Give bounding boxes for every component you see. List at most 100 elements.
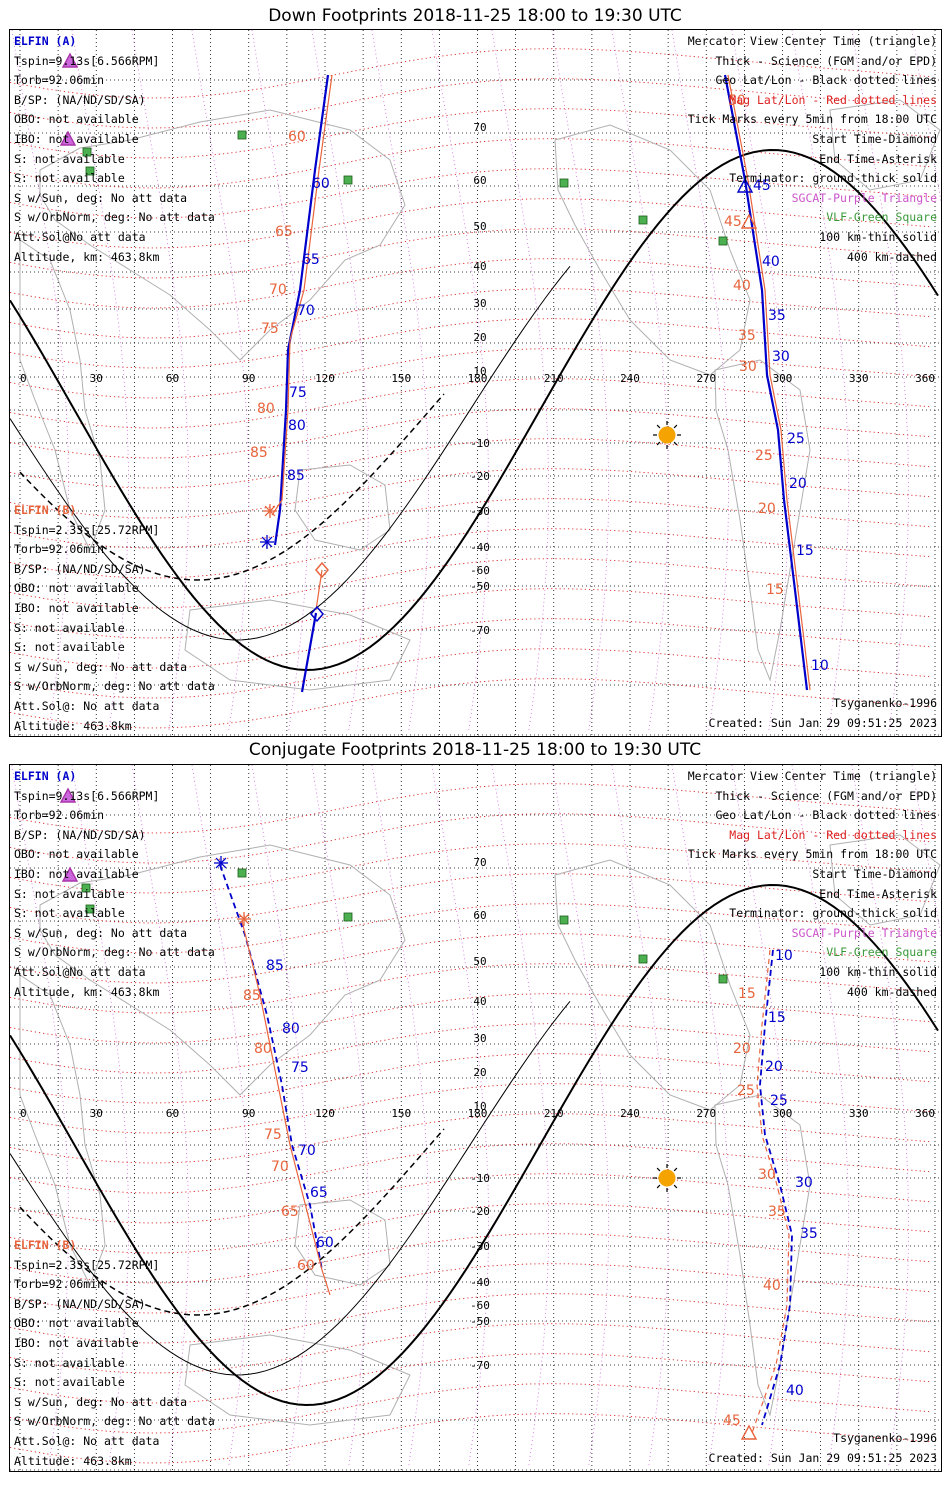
elfin-b-info-line: S w/Sun, deg: No att data	[14, 659, 188, 674]
panel2-title: Conjugate Footprints 2018-11-25 18:00 to…	[248, 740, 702, 760]
elfin-b-center-triangle	[740, 1424, 758, 1440]
lon-tick-label: 360	[915, 372, 935, 385]
elfin-a-info-line: B/SP: (NA/ND/SD/SA)	[14, 827, 146, 842]
lat-tick-label: 10	[473, 1100, 486, 1113]
legend-line: Terminator: ground-thick solid	[729, 171, 937, 186]
vlf-square	[718, 236, 728, 246]
track-label-blue: 30	[772, 349, 790, 365]
axis-labels: 0 30 60 90 120 150 180 210 240 270 300 330 360 70 60 50…	[20, 121, 935, 637]
track-label-red: 45	[724, 214, 742, 230]
coastlines	[19, 99, 941, 691]
lon-tick-label: 0	[20, 1107, 27, 1120]
elfin-b-info-line: Tspin=2.33s[25.72RPM]	[14, 522, 160, 537]
model-label: Tsyganenko-1996	[833, 1431, 937, 1445]
track-label-blue: 70	[298, 1143, 316, 1159]
coastline	[294, 464, 391, 551]
legend-line: VLF-Green Square	[826, 945, 937, 960]
lon-tick-label: 300	[773, 372, 793, 385]
elfin-b-info-line: B/SP: (NA/ND/SD/SA)	[14, 561, 146, 576]
mag-meridian	[491, 765, 549, 1466]
legend-line: 100 km-thin solid	[819, 964, 937, 979]
legend-line: Mercator View Center Time (triangle)	[687, 769, 937, 783]
legend-line: SGCAT-Purple Triangle	[791, 190, 937, 205]
track-label-blue: 25	[787, 431, 805, 447]
lat-tick-label: -40	[470, 1276, 490, 1289]
elfin-a-info-line: Torb=92.06min	[14, 808, 105, 823]
coastline	[554, 124, 751, 376]
elfin-b-start-diamond	[315, 561, 329, 579]
created-label: Created: Sun Jan 29 09:51:25 2023	[708, 716, 937, 730]
sun-icon	[653, 1164, 681, 1192]
lat-tick-label: -70	[470, 1359, 490, 1372]
lat-tick-label: 20	[473, 1066, 486, 1079]
vlf-square	[638, 215, 648, 225]
lat-tick-label: -60	[470, 564, 490, 577]
map-canvas: 60 65 70 75 80 85 60 65 70 75 80 85 45 40 35 30 25 20 15 10…	[10, 30, 941, 736]
vlf-square	[343, 175, 353, 185]
elfin-b-info-line: S w/OrbNorm, deg: No att data	[14, 1414, 215, 1429]
elfin-b-info-line: S: not available	[14, 1355, 125, 1370]
coastlines	[19, 834, 941, 1426]
lon-tick-label: 330	[849, 372, 869, 385]
lat-tick-label: 10	[473, 365, 486, 378]
lon-tick-label: 180	[468, 1107, 488, 1120]
lon-tick-label: 30	[90, 372, 103, 385]
legend-info: Mercator View Center Time (triangle) Thic…	[688, 32, 937, 267]
elfin-b-info-line: Att.Sol@: No att data	[14, 1433, 160, 1448]
markers	[59, 787, 758, 1440]
track-label-blue: 10	[775, 948, 793, 964]
vlf-square	[237, 130, 247, 140]
elfin-b-info: ELFIN (B) Tspin=2.33s[25.72RPM] Torb=92.0…	[14, 501, 215, 736]
coastline	[714, 359, 811, 682]
markers	[59, 52, 758, 623]
elfin-b-track-west	[271, 74, 333, 516]
elfin-a-label: ELFIN (A)	[14, 769, 77, 783]
elfin-b-info-line: IBO: not available	[14, 1335, 139, 1350]
down-footprints-map: 60 65 70 75 80 85 60 65 70 75 80 85 45 40 35 30 25 20 15 10…	[9, 29, 942, 737]
coastline	[554, 859, 751, 1111]
lat-tick-label: -70	[470, 624, 490, 637]
mag-parallel	[10, 1113, 931, 1164]
track-label-blue: 25	[770, 1093, 788, 1109]
elfin-a-track-west-south	[300, 612, 318, 693]
elfin-a-info-line: OBO: not available	[14, 847, 139, 862]
track-labels: 85 80 75 70 65 60 85 80 75 70 65 60 10 15 20 25 30 35 40 15…	[243, 948, 818, 1429]
mag-parallel	[10, 1023, 931, 1074]
track-label-blue: 75	[289, 385, 307, 401]
elfin-b-info-line: IBO: not available	[14, 600, 139, 615]
lat-tick-label: 60	[473, 174, 486, 187]
elfin-b-info-line: B/SP: (NA/ND/SD/SA)	[14, 1296, 146, 1311]
mag-parallel	[10, 378, 931, 429]
lon-tick-label: 60	[166, 1107, 179, 1120]
lon-tick-label: 300	[773, 1107, 793, 1120]
track-label-blue: 45	[753, 178, 771, 194]
elfin-a-info-line: B/SP: (NA/ND/SD/SA)	[14, 92, 146, 107]
elfin-a-info-line: OBO: not available	[14, 112, 139, 127]
elfin-a-info-line: S w/OrbNorm, deg: No att data	[14, 945, 215, 960]
lon-tick-label: 60	[166, 372, 179, 385]
lat-tick-label: 30	[473, 1032, 486, 1045]
track-label-red: 25	[737, 1083, 755, 1099]
legend-line: Geo Lat/Lon - Black dotted lines	[715, 808, 937, 823]
elfin-b-info-line: Altitude: 463.8km	[14, 718, 132, 733]
lat-tick-label: -30	[470, 505, 490, 518]
elfin-b-info-line: OBO: not available	[14, 581, 139, 596]
track-labels: 60 65 70 75 80 85 60 65 70 75 80 85 45 40 35 30 25 20 15 10…	[250, 93, 829, 674]
elfin-b-center-triangle	[740, 213, 758, 229]
lon-tick-label: 150	[391, 1107, 411, 1120]
terminator-400km	[19, 1128, 445, 1316]
mag-meridian	[491, 30, 549, 731]
lon-tick-label: 240	[620, 1107, 640, 1120]
lon-tick-label: 90	[242, 1107, 255, 1120]
elfin-a-end-asterisk	[260, 535, 274, 549]
elfin-a-info-line: S: not available	[14, 151, 125, 166]
legend-line: End Time-Asterisk	[819, 151, 937, 166]
vlf-square	[559, 178, 569, 188]
vlf-square	[81, 883, 91, 893]
track-label-blue: 80	[288, 418, 306, 434]
legend-line: Tick Marks every 5min from 18:00 UTC	[687, 112, 937, 127]
lat-tick-label: -50	[470, 580, 490, 593]
mag-meridian	[251, 765, 309, 1466]
coastline	[829, 834, 941, 926]
elfin-b-info-line: Tspin=2.33s[25.72RPM]	[14, 1257, 160, 1272]
